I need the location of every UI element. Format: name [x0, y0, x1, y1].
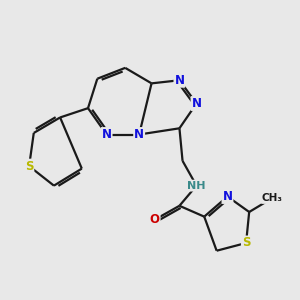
Text: S: S	[242, 236, 250, 250]
Text: S: S	[25, 160, 33, 172]
Text: N: N	[223, 190, 232, 203]
Text: N: N	[191, 97, 202, 110]
Text: N: N	[134, 128, 144, 141]
Text: N: N	[102, 128, 112, 141]
Text: O: O	[150, 213, 160, 226]
Text: CH₃: CH₃	[262, 193, 283, 203]
Text: N: N	[174, 74, 184, 87]
Text: NH: NH	[187, 181, 206, 190]
